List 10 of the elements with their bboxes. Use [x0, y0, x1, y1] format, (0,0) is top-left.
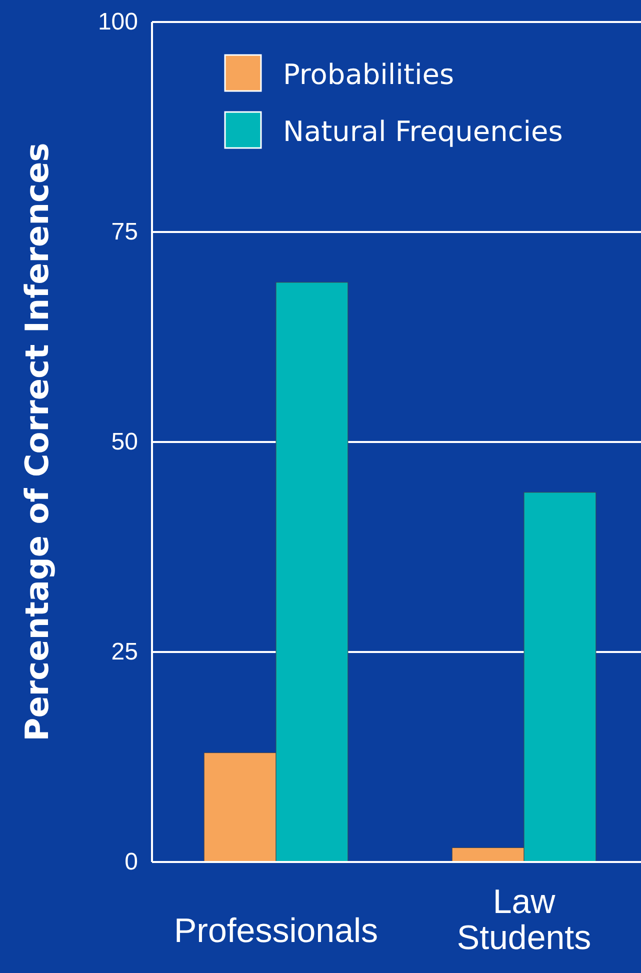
- y-axis-title: Percentage of Correct Inferences: [18, 142, 56, 742]
- legend-label: Natural Frequencies: [283, 115, 563, 148]
- y-tick-label: 75: [111, 218, 138, 246]
- y-tick-label: 50: [111, 428, 138, 456]
- y-tick-label: 100: [98, 8, 138, 36]
- y-tick-label: 25: [111, 638, 138, 666]
- legend-label: Probabilities: [283, 58, 454, 91]
- y-tick-label: 0: [124, 848, 138, 876]
- x-tick-label: Law Students: [456, 883, 592, 957]
- x-tick-label: Professionals: [174, 912, 378, 950]
